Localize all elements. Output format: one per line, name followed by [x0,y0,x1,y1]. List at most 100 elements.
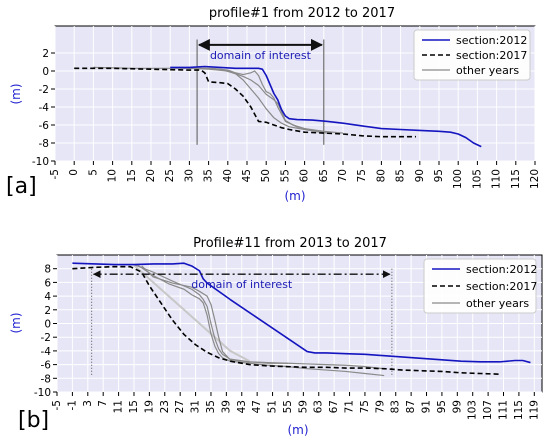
x-tick-label: 5 [87,169,99,176]
x-tick-label: -5 [49,169,61,179]
y-axis-label: (m) [9,83,23,104]
x-tick-label: -1 [66,400,78,410]
x-tick-label: 55 [279,169,291,182]
faint-series-line [133,264,250,363]
x-tick-label: 70 [337,169,349,182]
x-tick-label: 103 [467,400,479,420]
chart-title: Profile#11 from 2013 to 2017 [193,236,387,251]
legend-label-other: other years [466,297,529,310]
x-tick-label: 71 [344,400,356,413]
panel-label: [a] [6,174,37,199]
x-tick-label: 31 [190,400,202,413]
x-tick-label: 75 [359,400,371,413]
domain-annotation: domain of interest [191,278,293,291]
x-tick-label: 35 [203,169,215,182]
x-tick-label: -5 [51,400,63,410]
x-tick-label: 85 [395,169,407,182]
x-tick-label: 39 [220,400,232,413]
y-tick-label: -2 [41,332,51,344]
legend-label-other: other years [456,64,519,77]
series-line [133,264,385,370]
legend: section:2012 section:2017 other years [423,258,537,314]
x-tick-label: 3 [82,400,94,407]
legend-box [423,258,537,314]
legend-box [413,29,531,81]
x-tick-label: 45 [241,169,253,182]
x-tick-label: 35 [205,400,217,413]
x-tick-label: 30 [183,169,195,182]
domain-annotation: domain of interest [210,49,312,62]
series-line [74,67,416,138]
x-tick-label: 99 [451,400,463,413]
x-tick-label: 115 [510,169,522,189]
x-tick-label: 95 [433,169,445,182]
series-lines [74,65,482,148]
x-tick-label: 110 [491,169,503,189]
x-tick-label: 91 [421,400,433,413]
x-tick-label: 100 [452,169,464,189]
x-tick-label: 95 [436,400,448,413]
y-axis-ticks: -10 -8 -6 -4 -2 0 2 [32,48,55,168]
y-axis-ticks: -10 -8-6 -4 -20 2 4 68 [34,264,57,399]
x-tick-label: 87 [405,400,417,413]
x-tick-label: 80 [375,169,387,182]
chart-panel-b: Profile#11 from 2013 to 2017 -5 -1 3 7 11 15 1… [9,236,543,437]
x-tick-label: 79 [374,400,386,413]
x-tick-label: 83 [390,400,402,413]
y-tick-label: 4 [44,291,51,303]
x-tick-label: 47 [251,400,263,413]
x-tick-label: 23 [159,400,171,413]
x-tick-label: 119 [528,400,540,420]
x-tick-label: 111 [498,400,510,420]
x-tick-label: 50 [260,169,272,182]
x-axis-label: (m) [287,423,308,437]
x-tick-label: 55 [282,400,294,413]
y-tick-label: -8 [41,373,51,385]
x-tick-label: 120 [529,169,541,189]
x-tick-label: 19 [143,400,155,413]
legend-label-2012: section:2012 [466,263,537,276]
y-tick-label: 0 [44,319,51,331]
x-axis-label: (m) [284,189,305,203]
x-tick-label: 59 [297,400,309,413]
y-tick-label: -2 [39,84,49,96]
series-line [93,66,344,134]
x-tick-label: 63 [313,400,325,413]
x-tick-label: 10 [107,169,119,182]
x-tick-label: 67 [328,400,340,413]
x-tick-label: 60 [299,169,311,182]
y-tick-label: -4 [39,102,50,114]
x-tick-label: 75 [356,169,368,182]
x-tick-label: 25 [164,169,176,182]
y-tick-label: -4 [41,346,52,358]
series-line [137,264,385,377]
x-tick-label: 20 [145,169,157,182]
x-tick-label: 40 [222,169,234,182]
series-line [72,262,531,364]
domain-boundary-lines [196,39,325,145]
y-tick-label: -10 [32,156,49,168]
x-tick-label: 0 [68,169,80,176]
chart-panel-a: profile#1 from 2012 to 2017 -5 0 5 10 15 20 25… [6,6,541,203]
y-tick-label: 8 [44,264,51,276]
x-tick-label: 51 [267,400,279,413]
y-axis-label: (m) [9,312,23,333]
y-tick-label: -6 [41,360,52,372]
x-tick-label: 107 [482,400,494,420]
y-tick-label: -10 [34,387,51,399]
y-tick-label: 0 [42,66,49,78]
x-tick-label: 90 [414,169,426,182]
x-tick-label: 27 [174,400,186,413]
legend-label-2012: section:2012 [456,34,527,47]
x-tick-label: 15 [128,400,140,413]
y-tick-label: 2 [42,48,49,60]
panel-label: [b] [18,408,49,433]
y-tick-label: 6 [44,277,51,289]
x-tick-label: 115 [513,400,525,420]
series-line [170,65,482,148]
x-tick-label: 43 [236,400,248,413]
x-tick-label: 105 [471,169,483,189]
x-tick-label: 15 [126,169,138,182]
x-tick-label: 7 [97,400,109,407]
